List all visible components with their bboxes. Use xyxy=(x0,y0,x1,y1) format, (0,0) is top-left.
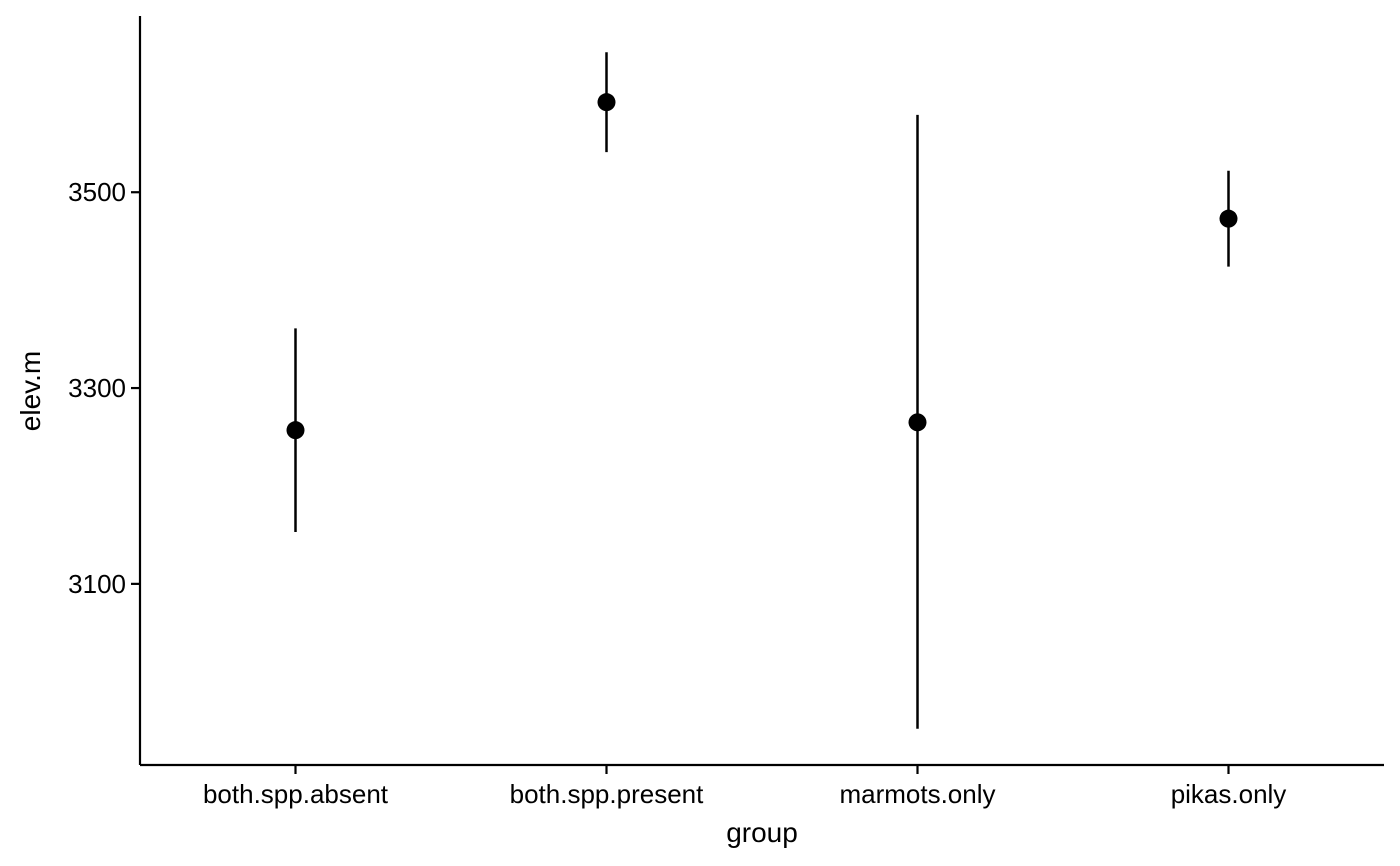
y-tick-label: 3300 xyxy=(68,373,126,403)
x-tick-label: both.spp.absent xyxy=(203,779,389,809)
y-axis-title: elev.m xyxy=(15,351,46,431)
data-point xyxy=(286,421,305,440)
x-axis-ticks: both.spp.absent both.spp.present marmots.o… xyxy=(203,765,1286,809)
x-tick-label: pikas.only xyxy=(1171,779,1287,809)
plot-marks xyxy=(286,52,1238,729)
x-axis-title: group xyxy=(726,817,798,848)
data-point xyxy=(908,413,927,432)
x-tick-label: marmots.only xyxy=(839,779,995,809)
y-axis-ticks: 3100 3300 3500 xyxy=(68,177,140,599)
y-tick-label: 3100 xyxy=(68,569,126,599)
x-tick-label: both.spp.present xyxy=(510,779,704,809)
data-point xyxy=(1219,209,1238,228)
data-point xyxy=(597,93,616,112)
y-tick-label: 3500 xyxy=(68,177,126,207)
